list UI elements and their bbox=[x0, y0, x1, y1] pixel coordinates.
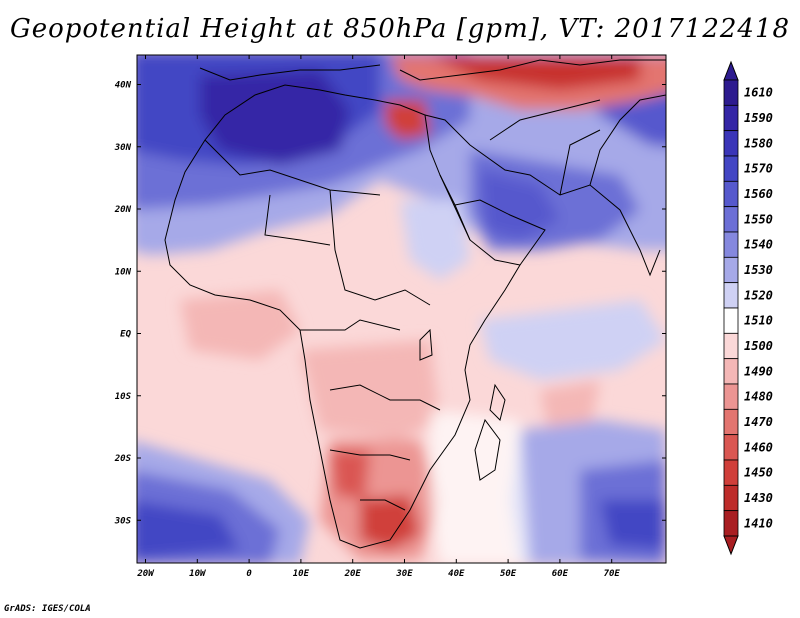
x-tick-label: 50E bbox=[500, 569, 517, 579]
y-tick-label: EQ bbox=[120, 330, 131, 340]
colorbar-swatch bbox=[723, 155, 739, 182]
colorbar-label: 1540 bbox=[744, 238, 773, 252]
colorbar-swatch bbox=[723, 332, 739, 360]
colorbar-label: 1450 bbox=[744, 466, 773, 480]
y-tick-label: 30N bbox=[114, 143, 132, 153]
x-tick-label: 10W bbox=[189, 569, 207, 579]
colorbar-swatch bbox=[723, 383, 739, 410]
colorbar-swatch bbox=[723, 358, 739, 385]
colorbar-label: 1570 bbox=[744, 162, 773, 176]
colorbar-swatch bbox=[723, 206, 739, 233]
height-field bbox=[137, 55, 666, 563]
x-tick-label: 20W bbox=[136, 569, 155, 579]
x-tick-label: 0 bbox=[246, 569, 252, 579]
chart-title: Geopotential Height at 850hPa [gpm], VT:… bbox=[9, 14, 791, 44]
colorbar-top-arrow bbox=[723, 60, 739, 81]
x-tick-label: 70E bbox=[604, 569, 621, 579]
colorbar-label: 1470 bbox=[744, 415, 773, 429]
y-axis-ticks: 40N 30N 20N 10N EQ 10S 20S 30S bbox=[114, 81, 666, 526]
x-tick-label: 60E bbox=[552, 569, 569, 579]
colorbar-swatch bbox=[723, 408, 739, 436]
colorbar-label: 1460 bbox=[744, 440, 773, 454]
colorbar-swatch bbox=[723, 510, 739, 537]
coastlines bbox=[164, 59, 666, 549]
x-tick-label: 30E bbox=[395, 569, 413, 579]
colorbar-swatch bbox=[723, 484, 739, 512]
colorbar-label: 1590 bbox=[744, 111, 773, 125]
x-tick-label: 20E bbox=[344, 569, 362, 579]
colorbar-label: 1580 bbox=[744, 136, 773, 150]
colorbar-label: 1490 bbox=[744, 364, 773, 378]
colorbar-swatch bbox=[723, 130, 739, 157]
colorbar-label: 1550 bbox=[744, 212, 773, 226]
colorbar-swatch bbox=[723, 256, 739, 284]
colorbar-swatch bbox=[723, 231, 739, 258]
colorbar-label: 1480 bbox=[744, 390, 773, 404]
colorbar-swatch bbox=[723, 104, 739, 132]
y-tick-label: 30S bbox=[114, 516, 132, 526]
colorbar-bottom-arrow bbox=[723, 535, 739, 556]
y-tick-label: 10N bbox=[115, 267, 132, 277]
colorbar-swatch bbox=[723, 434, 739, 461]
colorbar-label: 1520 bbox=[744, 288, 773, 302]
y-tick-label: 20S bbox=[114, 454, 132, 464]
credit-text: GrADS: IGES/COLA bbox=[4, 604, 91, 614]
colorbar-label: 1410 bbox=[744, 516, 773, 530]
colorbar-label: 1500 bbox=[744, 339, 773, 353]
plot-frame bbox=[136, 54, 667, 564]
colorbar-swatch bbox=[723, 180, 739, 208]
y-tick-label: 10S bbox=[115, 392, 132, 402]
colorbar-swatch bbox=[723, 459, 739, 486]
colorbar-label: 1510 bbox=[744, 314, 773, 328]
colorbar-label: 1530 bbox=[744, 263, 773, 277]
colorbar-swatch bbox=[723, 307, 739, 334]
colorbar-label: 1430 bbox=[744, 491, 773, 505]
x-axis-ticks: 20W 10W 0 10E 20E 30E 40E 50E 60E 70E bbox=[136, 55, 620, 579]
x-tick-label: 40E bbox=[448, 569, 465, 579]
y-tick-label: 40N bbox=[115, 81, 132, 91]
colorbar-swatch bbox=[723, 79, 739, 106]
colorbar-label: 1610 bbox=[744, 86, 773, 100]
colorbar: 1610 1590 1580 1570 1560 1550 1540 1530 1520 1510… bbox=[723, 60, 773, 556]
y-tick-label: 20N bbox=[114, 205, 132, 215]
x-tick-label: 10E bbox=[293, 569, 310, 579]
colorbar-label: 1560 bbox=[744, 187, 773, 201]
colorbar-swatch bbox=[723, 282, 739, 309]
